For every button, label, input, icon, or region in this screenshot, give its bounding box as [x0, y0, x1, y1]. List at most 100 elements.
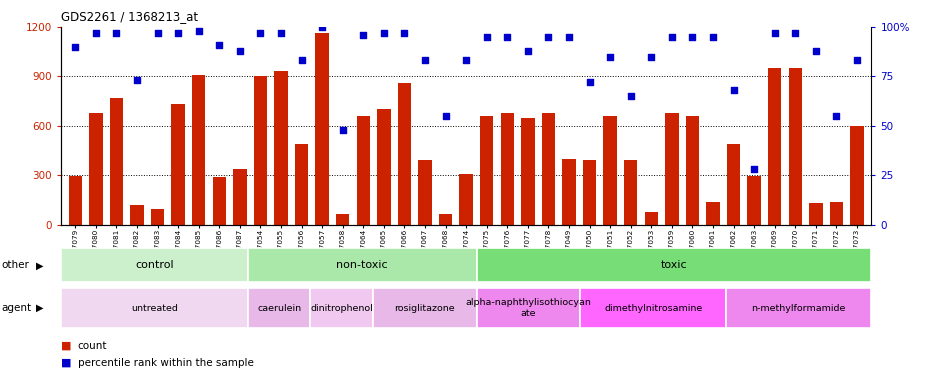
Point	[828, 113, 843, 119]
Bar	[725, 288, 870, 328]
Bar	[89, 113, 102, 225]
Bar	[248, 288, 310, 328]
Bar	[254, 76, 267, 225]
Bar	[171, 104, 184, 225]
Point	[725, 87, 740, 93]
Bar	[110, 98, 123, 225]
Point	[170, 30, 185, 36]
Point	[294, 58, 309, 64]
Bar	[377, 109, 390, 225]
Bar	[212, 177, 226, 225]
Text: untreated: untreated	[131, 304, 178, 313]
Bar	[706, 202, 719, 225]
Point	[643, 53, 658, 60]
Bar	[520, 118, 534, 225]
Bar	[438, 214, 452, 225]
Point	[499, 34, 514, 40]
Point	[478, 34, 493, 40]
Bar	[541, 113, 554, 225]
Bar	[373, 288, 476, 328]
Text: ■: ■	[61, 341, 71, 351]
Text: other: other	[2, 260, 30, 270]
Point	[746, 166, 761, 172]
Bar	[295, 144, 308, 225]
Point	[705, 34, 720, 40]
Bar	[809, 203, 822, 225]
Point	[273, 30, 288, 36]
Bar	[768, 68, 781, 225]
Bar	[644, 212, 657, 225]
Bar	[233, 169, 246, 225]
Bar	[562, 159, 575, 225]
Point	[109, 30, 124, 36]
Bar	[315, 33, 329, 225]
Point	[356, 32, 371, 38]
Text: caerulein: caerulein	[256, 304, 300, 313]
Bar	[747, 176, 760, 225]
Bar	[459, 174, 473, 225]
Text: ▶: ▶	[36, 260, 43, 270]
Bar	[68, 176, 82, 225]
Point	[808, 48, 823, 54]
Point	[150, 30, 165, 36]
Point	[849, 58, 864, 64]
Bar	[310, 288, 373, 328]
Point	[602, 53, 617, 60]
Point	[581, 79, 596, 85]
Point	[561, 34, 576, 40]
Bar	[130, 205, 143, 225]
Point	[684, 34, 699, 40]
Text: toxic: toxic	[660, 260, 687, 270]
Bar	[685, 116, 698, 225]
Text: control: control	[135, 260, 173, 270]
Point	[129, 77, 144, 83]
Text: GDS2261 / 1368213_at: GDS2261 / 1368213_at	[61, 10, 197, 23]
Bar	[192, 74, 205, 225]
Text: ▶: ▶	[36, 303, 43, 313]
Point	[191, 28, 206, 34]
Point	[622, 93, 637, 99]
Bar	[603, 116, 616, 225]
Bar	[829, 202, 842, 225]
Bar	[398, 83, 411, 225]
Text: agent: agent	[2, 303, 32, 313]
Text: non-toxic: non-toxic	[336, 260, 388, 270]
Bar	[476, 288, 579, 328]
Point	[314, 24, 329, 30]
Point	[787, 30, 802, 36]
Bar	[582, 161, 595, 225]
Bar	[151, 209, 164, 225]
Bar	[579, 288, 725, 328]
Bar	[849, 126, 863, 225]
Text: percentile rank within the sample: percentile rank within the sample	[78, 358, 254, 368]
Bar	[336, 214, 349, 225]
Point	[212, 41, 227, 48]
Bar	[357, 116, 370, 225]
Point	[253, 30, 268, 36]
Text: ■: ■	[61, 358, 71, 368]
Bar	[665, 113, 678, 225]
Text: count: count	[78, 341, 107, 351]
Point	[67, 44, 82, 50]
Text: rosiglitazone: rosiglitazone	[394, 304, 454, 313]
Point	[664, 34, 679, 40]
Text: dinitrophenol: dinitrophenol	[310, 304, 373, 313]
Bar	[274, 71, 287, 225]
Text: alpha-naphthylisothiocyan
ate: alpha-naphthylisothiocyan ate	[465, 298, 591, 318]
Bar	[417, 161, 431, 225]
Point	[519, 48, 534, 54]
Text: dimethylnitrosamine: dimethylnitrosamine	[604, 304, 702, 313]
Point	[417, 58, 432, 64]
Bar	[788, 68, 801, 225]
Point	[540, 34, 555, 40]
Bar	[248, 248, 476, 282]
Point	[438, 113, 453, 119]
Bar	[479, 116, 493, 225]
Point	[397, 30, 412, 36]
Bar	[726, 144, 739, 225]
Point	[335, 127, 350, 133]
Point	[458, 58, 473, 64]
Bar	[61, 248, 248, 282]
Point	[88, 30, 103, 36]
Bar	[61, 288, 248, 328]
